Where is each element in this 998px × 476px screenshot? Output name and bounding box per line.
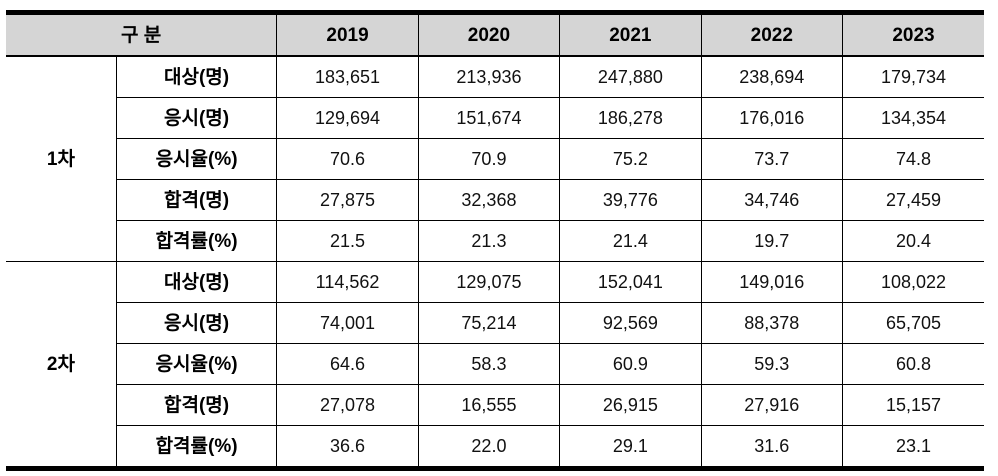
cell-value: 39,776 — [559, 179, 702, 221]
cell-value: 129,694 — [276, 97, 419, 139]
cell-value: 26,915 — [559, 384, 702, 426]
cell-value: 247,880 — [559, 55, 702, 98]
metric-label: 응시(명) — [115, 97, 278, 139]
cell-value: 23.1 — [842, 425, 984, 469]
table-row: 합격률(%) 21.5 21.3 21.4 19.7 20.4 — [6, 220, 984, 262]
cell-value: 20.4 — [842, 220, 984, 262]
metric-label: 대상(명) — [115, 261, 278, 303]
header-year-2020: 2020 — [417, 12, 561, 57]
cell-value: 152,041 — [559, 261, 702, 303]
cell-value: 27,875 — [276, 179, 419, 221]
cell-value: 74,001 — [276, 302, 419, 344]
cell-value: 64.6 — [276, 343, 419, 385]
table-row: 합격(명) 27,078 16,555 26,915 27,916 15,157 — [6, 384, 984, 426]
cell-value: 70.9 — [417, 138, 561, 180]
cell-value: 32,368 — [417, 179, 561, 221]
header-group-label: 구 분 — [6, 12, 278, 57]
metric-label: 응시율(%) — [115, 343, 278, 385]
metric-label: 합격(명) — [115, 179, 278, 221]
header-year-2022: 2022 — [700, 12, 844, 57]
cell-value: 186,278 — [559, 97, 702, 139]
header-year-2019: 2019 — [276, 12, 419, 57]
metric-label: 합격률(%) — [115, 425, 278, 469]
table-row: 2차 대상(명) 114,562 129,075 152,041 149,016… — [6, 261, 984, 469]
table-row: 응시(명) 129,694 151,674 186,278 176,016 13… — [6, 97, 984, 139]
statistics-table: 구 분 2019 2020 2021 2022 2023 1차 대상(명) 18… — [6, 10, 984, 471]
header-year-2023: 2023 — [842, 12, 984, 57]
cell-value: 29.1 — [559, 425, 702, 469]
cell-value: 88,378 — [700, 302, 844, 344]
cell-value: 16,555 — [417, 384, 561, 426]
cell-value: 36.6 — [276, 425, 419, 469]
header-year-2021: 2021 — [559, 12, 702, 57]
cell-value: 34,746 — [700, 179, 844, 221]
cell-value: 21.5 — [276, 220, 419, 262]
cell-value: 129,075 — [417, 261, 561, 303]
cell-value: 19.7 — [700, 220, 844, 262]
metric-label: 응시(명) — [115, 302, 278, 344]
table-row: 응시(명) 74,001 75,214 92,569 88,378 65,705 — [6, 302, 984, 344]
table-row: 응시율(%) 64.6 58.3 60.9 59.3 60.8 — [6, 343, 984, 385]
cell-value: 21.3 — [417, 220, 561, 262]
cell-value: 75.2 — [559, 138, 702, 180]
cell-value: 27,459 — [842, 179, 984, 221]
metric-label: 합격률(%) — [115, 220, 278, 262]
cell-value: 73.7 — [700, 138, 844, 180]
cell-value: 27,916 — [700, 384, 844, 426]
cell-value: 60.9 — [559, 343, 702, 385]
cell-value: 213,936 — [417, 55, 561, 98]
cell-value: 31.6 — [700, 425, 844, 469]
table-row: 합격률(%) 36.6 22.0 29.1 31.6 23.1 — [6, 425, 984, 469]
metric-label: 응시율(%) — [115, 138, 278, 180]
cell-value: 59.3 — [700, 343, 844, 385]
cell-value: 92,569 — [559, 302, 702, 344]
header-row: 구 분 2019 2020 2021 2022 2023 — [6, 12, 984, 57]
cell-value: 15,157 — [842, 384, 984, 426]
cell-value: 22.0 — [417, 425, 561, 469]
cell-value: 238,694 — [700, 55, 844, 98]
cell-value: 183,651 — [276, 55, 419, 98]
cell-value: 65,705 — [842, 302, 984, 344]
metric-label: 대상(명) — [115, 55, 278, 98]
cell-value: 149,016 — [700, 261, 844, 303]
cell-value: 108,022 — [842, 261, 984, 303]
cell-value: 176,016 — [700, 97, 844, 139]
cell-value: 70.6 — [276, 138, 419, 180]
metric-label: 합격(명) — [115, 384, 278, 426]
cell-value: 75,214 — [417, 302, 561, 344]
cell-value: 27,078 — [276, 384, 419, 426]
table-row: 합격(명) 27,875 32,368 39,776 34,746 27,459 — [6, 179, 984, 221]
cell-value: 134,354 — [842, 97, 984, 139]
cell-value: 151,674 — [417, 97, 561, 139]
table-row: 1차 대상(명) 183,651 213,936 247,880 238,694… — [6, 55, 984, 262]
cell-value: 179,734 — [842, 55, 984, 98]
cell-value: 60.8 — [842, 343, 984, 385]
row-group-label-2cha: 2차 — [6, 261, 117, 469]
row-group-label-1cha: 1차 — [6, 55, 117, 262]
cell-value: 74.8 — [842, 138, 984, 180]
cell-value: 58.3 — [417, 343, 561, 385]
table-row: 응시율(%) 70.6 70.9 75.2 73.7 74.8 — [6, 138, 984, 180]
cell-value: 114,562 — [276, 261, 419, 303]
cell-value: 21.4 — [559, 220, 702, 262]
